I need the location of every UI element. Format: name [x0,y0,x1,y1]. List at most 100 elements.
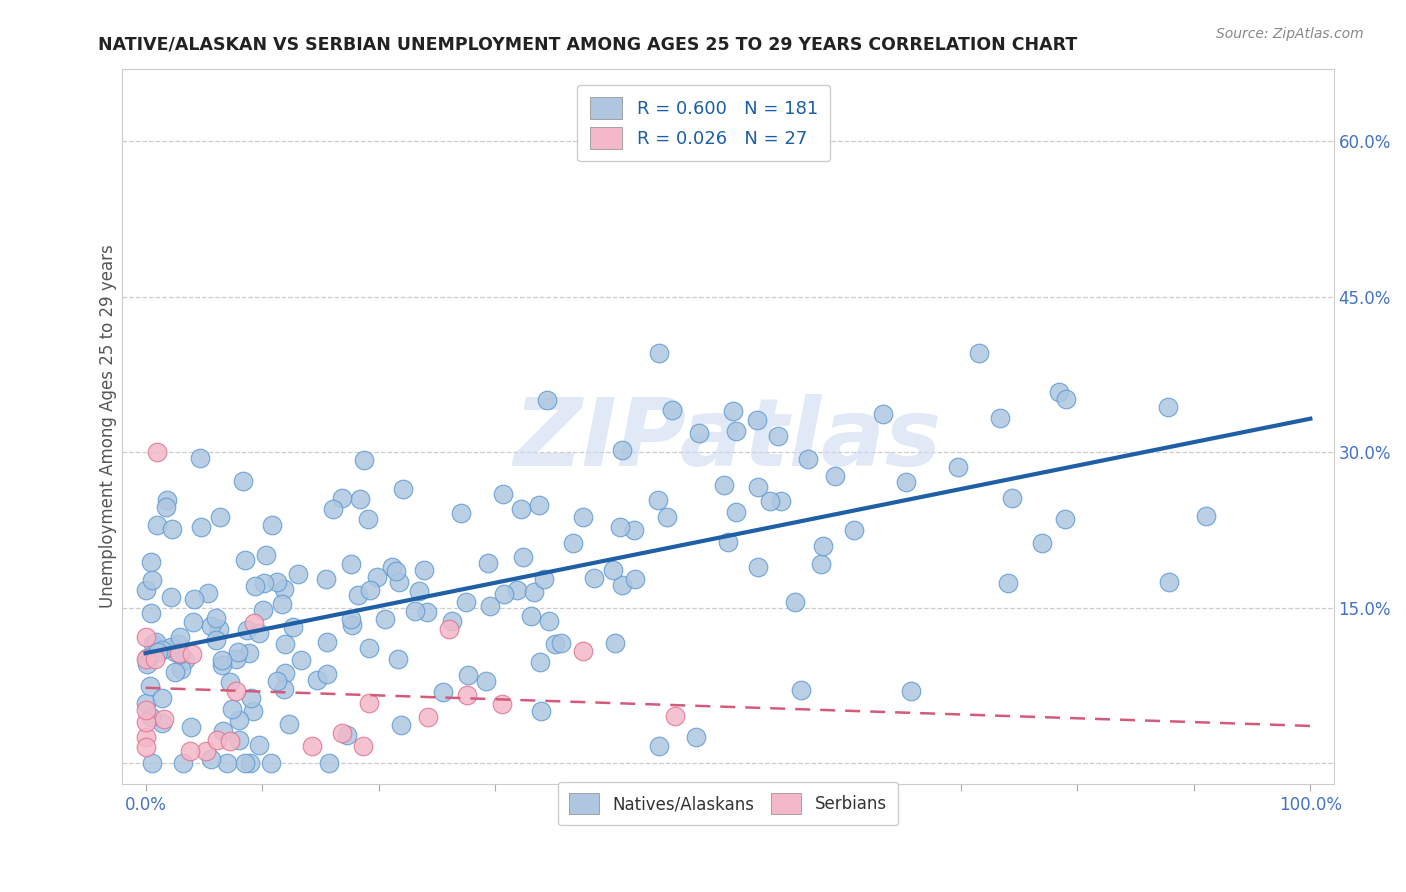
Point [609,520,631,534]
Point [648,739,671,754]
Point [685,730,707,744]
Point [169,647,191,661]
Point [602,563,624,577]
Point [316,635,339,649]
Text: ZIPatlas: ZIPatlas [513,394,942,486]
Point [1001,491,1024,505]
Point [336,728,359,742]
Point [211,653,233,667]
Point [143,651,166,665]
Point [366,570,388,584]
Point [156,492,179,507]
Point [647,346,669,360]
Point [305,673,328,688]
Point [228,732,250,747]
Point [388,575,411,590]
Point [623,523,645,537]
Point [254,548,277,562]
Point [339,557,361,571]
Point [197,586,219,600]
Point [190,520,212,534]
Text: NATIVE/ALASKAN VS SERBIAN UNEMPLOYMENT AMONG AGES 25 TO 29 YEARS CORRELATION CHA: NATIVE/ALASKAN VS SERBIAN UNEMPLOYMENT A… [98,36,1077,54]
Point [1157,401,1180,415]
Point [278,717,301,731]
Point [211,724,233,739]
Point [273,666,295,681]
Point [232,474,254,488]
Point [316,666,339,681]
Point [770,493,793,508]
Point [167,647,190,661]
Point [238,646,260,660]
Point [215,756,238,770]
Point [520,609,543,624]
Point [247,626,270,640]
Point [353,453,375,467]
Point [301,739,323,754]
Point [747,560,769,574]
Point [315,572,337,586]
Point [724,425,747,439]
Point [188,450,211,465]
Point [572,644,595,658]
Point [270,597,292,611]
Point [896,475,918,489]
Point [135,582,157,597]
Point [456,688,478,702]
Point [179,744,201,758]
Point [136,651,159,665]
Point [274,637,297,651]
Point [1031,535,1053,549]
Point [240,690,263,705]
Point [374,612,396,626]
Point [260,517,283,532]
Point [252,602,274,616]
Point [988,411,1011,425]
Point [139,606,162,620]
Point [790,683,813,698]
Point [475,673,498,688]
Point [165,644,187,658]
Point [655,510,678,524]
Point [967,346,990,360]
Point [536,393,558,408]
Point [152,643,174,657]
Point [281,620,304,634]
Point [387,652,409,666]
Point [340,612,363,626]
Point [612,578,634,592]
Point [142,637,165,651]
Point [352,739,374,753]
Point [150,690,173,705]
Text: Source: ZipAtlas.com: Source: ZipAtlas.com [1216,27,1364,41]
Point [135,714,157,729]
Point [174,653,197,667]
Point [725,505,748,519]
Point [544,637,567,651]
Point [266,673,288,688]
Point [169,630,191,644]
Point [766,429,789,443]
Point [218,675,240,690]
Point [900,684,922,698]
Point [381,559,404,574]
Point [141,573,163,587]
Point [218,733,240,747]
Point [759,493,782,508]
Point [717,534,740,549]
Point [207,733,229,747]
Point [418,710,440,724]
Point [571,510,593,524]
Point [357,696,380,710]
Point [135,740,157,755]
Point [139,679,162,693]
Point [242,616,264,631]
Point [948,460,970,475]
Point [205,611,228,625]
Point [200,752,222,766]
Point [439,622,461,636]
Point [413,563,436,577]
Point [139,710,162,724]
Point [330,491,353,505]
Point [811,540,834,554]
